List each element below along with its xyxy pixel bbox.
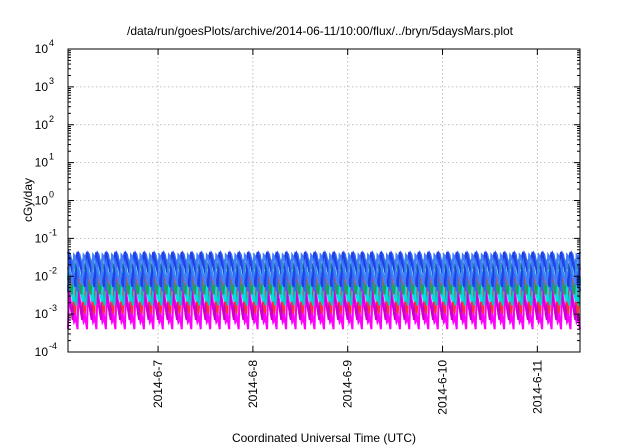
series-line-1 <box>67 275 581 330</box>
y-tick-label: 10 <box>35 118 49 132</box>
series-line-8 <box>67 249 581 292</box>
y-tick-exponent: -2 <box>49 265 57 275</box>
y-tick-label: 10 <box>35 345 49 359</box>
y-tick-exponent: -1 <box>49 227 57 237</box>
y-tick-exponent: 3 <box>49 76 54 86</box>
y-tick-exponent: 2 <box>49 114 54 124</box>
y-tick-label: 10 <box>35 231 49 245</box>
x-tick-label: 2014-6-9 <box>341 360 355 408</box>
y-tick-label: 10 <box>35 42 49 56</box>
y-tick-label: 10 <box>35 307 49 321</box>
x-tick-label: 2014-6-10 <box>436 360 450 415</box>
y-tick-label: 10 <box>35 194 49 208</box>
x-axis-label: Coordinated Universal Time (UTC) <box>232 431 416 445</box>
y-tick-exponent: 1 <box>49 152 54 162</box>
y-tick-label: 10 <box>35 269 49 283</box>
series-group <box>67 249 581 330</box>
x-tick-label: 2014-6-7 <box>151 360 165 408</box>
chart-title: /data/run/goesPlots/archive/2014-06-11/1… <box>127 24 514 38</box>
y-tick-exponent: -3 <box>49 303 57 313</box>
x-axis: 2014-6-7 2014-6-8 2014-6-9 2014-6-10 2014-6-… <box>151 49 544 415</box>
y-tick-label: 10 <box>35 156 49 170</box>
y-axis-label: cGy/day <box>21 178 35 222</box>
series-line-9 <box>67 251 581 288</box>
x-tick-label: 2014-6-11 <box>530 360 544 414</box>
x-tick-label: 2014-6-8 <box>246 360 260 408</box>
y-tick-exponent: 0 <box>49 190 54 200</box>
y-tick-exponent: 4 <box>49 38 54 48</box>
series-line-10 <box>67 251 581 285</box>
y-tick-exponent: -4 <box>49 341 57 351</box>
y-tick-label: 10 <box>35 80 49 94</box>
